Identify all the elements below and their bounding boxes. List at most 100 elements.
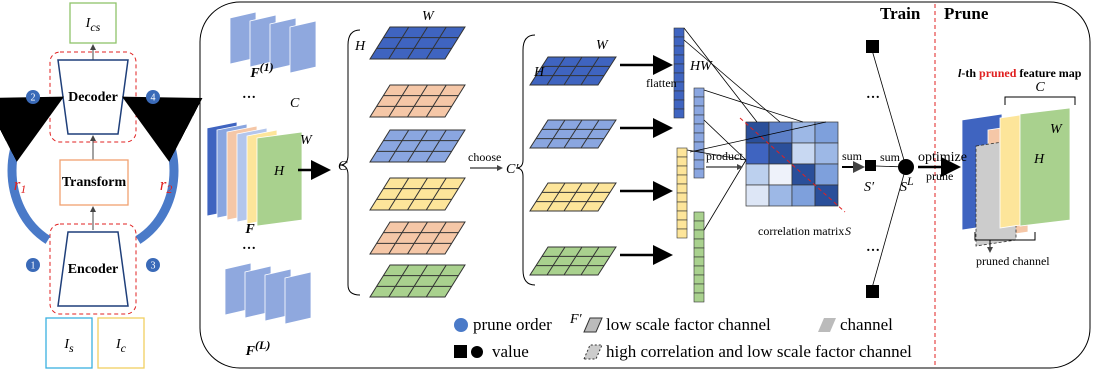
flat-cell — [694, 239, 704, 248]
height-label: H — [1033, 152, 1045, 167]
flat-cell — [674, 28, 684, 37]
flat-cell — [694, 293, 704, 302]
flat-cell — [694, 221, 704, 230]
matrix-cell — [746, 122, 769, 143]
prune-action-label: prune — [926, 169, 953, 183]
channel-plane — [1020, 108, 1070, 226]
height-label: H — [533, 65, 545, 80]
flat-cell — [674, 100, 684, 109]
choose-label: choose — [468, 150, 501, 164]
sum-label: sum — [842, 149, 863, 163]
brace — [516, 35, 535, 285]
content-input-label: Ic — [115, 337, 127, 355]
page: {"left_panel": { "output": {"symbol": "I… — [0, 0, 1094, 371]
correlation-symbol: S — [845, 224, 851, 238]
flat-cell — [674, 109, 684, 118]
legend-label: value — [492, 342, 529, 361]
flat-cell — [694, 248, 704, 257]
order-marker-label: 3 — [151, 260, 156, 271]
legend-label: low scale factor channel — [606, 315, 771, 334]
last-map-label: F(L) — [245, 338, 271, 359]
legend-swatch — [584, 318, 602, 332]
flat-cell — [694, 133, 704, 142]
flat-cell — [694, 230, 704, 239]
legend-label: channel — [840, 315, 893, 334]
legend-label: high correlation and low scale factor ch… — [606, 342, 912, 361]
s-prime-label: S′ — [864, 180, 875, 195]
matrix-cell — [815, 164, 838, 185]
flatten-label: flatten — [646, 76, 677, 90]
diagram: Ics Decoder Transform Encoder Is Ic r1 r… — [0, 0, 1094, 371]
matrix-cell — [792, 143, 815, 164]
channel-plane — [290, 21, 316, 73]
flat-cell — [694, 115, 704, 124]
matrix-cell — [746, 143, 769, 164]
bracket — [1005, 97, 1075, 105]
flat-cell — [677, 184, 687, 193]
flat-cell — [677, 193, 687, 202]
flat-cell — [677, 148, 687, 157]
order-marker-label: 1 — [31, 260, 36, 271]
flat-cell — [694, 266, 704, 275]
legend-swatch — [584, 345, 602, 359]
order-marker-label: 4 — [151, 92, 156, 103]
width-label: W — [596, 38, 609, 53]
flat-cell — [674, 55, 684, 64]
legend-square — [454, 345, 467, 358]
output-label: Ics — [85, 16, 101, 34]
chosen-map-label: F′ — [569, 312, 583, 327]
skip-arc — [12, 105, 48, 240]
matrix-cell — [815, 122, 838, 143]
legend-circle — [454, 318, 468, 332]
left-panel: Ics Decoder Transform Encoder Is Ic r1 r… — [12, 3, 174, 368]
product-label: product — [706, 149, 743, 163]
width-label: W — [422, 9, 435, 24]
encoder-label: Encoder — [68, 262, 119, 277]
legend-swatch — [818, 318, 836, 332]
value-square — [865, 160, 876, 171]
matrix-cell — [815, 143, 838, 164]
height-label: H — [354, 39, 366, 54]
width-label: W — [300, 133, 313, 148]
channel-plane — [285, 272, 311, 324]
residual-label: r1 — [14, 175, 27, 196]
flat-cell — [694, 160, 704, 169]
flat-cell — [674, 64, 684, 73]
flat-cell — [694, 88, 704, 97]
s-l-label: SL — [900, 174, 914, 195]
correlation-label: correlation matrix — [758, 224, 844, 238]
ellipsis: … — [866, 87, 880, 102]
chosen-channels-label: C′ — [506, 162, 519, 177]
flat-cell — [694, 212, 704, 221]
flat-cell — [674, 91, 684, 100]
legend-dot — [471, 346, 483, 358]
sum-label: sum — [880, 150, 901, 164]
channel-label: C — [1035, 80, 1045, 95]
flat-cell — [677, 220, 687, 229]
flat-cell — [674, 37, 684, 46]
flat-cell — [694, 257, 704, 266]
legend: prune order low scale factor channel cha… — [454, 315, 912, 361]
style-input-label: Is — [63, 337, 74, 355]
height-label: H — [273, 164, 285, 179]
main-frame — [200, 2, 1090, 368]
ellipsis: … — [866, 240, 880, 255]
flat-cell — [677, 202, 687, 211]
train-label: Train — [880, 4, 921, 23]
ellipsis: … — [242, 87, 256, 102]
width-label: W — [1050, 122, 1063, 137]
flat-cell — [694, 284, 704, 293]
flat-cell — [677, 175, 687, 184]
pruned-channel-label: pruned channel — [976, 254, 1050, 268]
flat-cell — [694, 275, 704, 284]
channel-label: C — [290, 96, 300, 111]
middle-map-label: F — [244, 222, 255, 237]
matrix-cell — [769, 122, 792, 143]
ellipsis: … — [242, 238, 256, 253]
matrix-cell — [792, 185, 815, 206]
legend-label: prune order — [473, 315, 552, 334]
flat-cell — [677, 211, 687, 220]
skip-arc — [138, 105, 174, 240]
link — [704, 160, 746, 230]
flatten-size-label: HW — [689, 59, 713, 74]
